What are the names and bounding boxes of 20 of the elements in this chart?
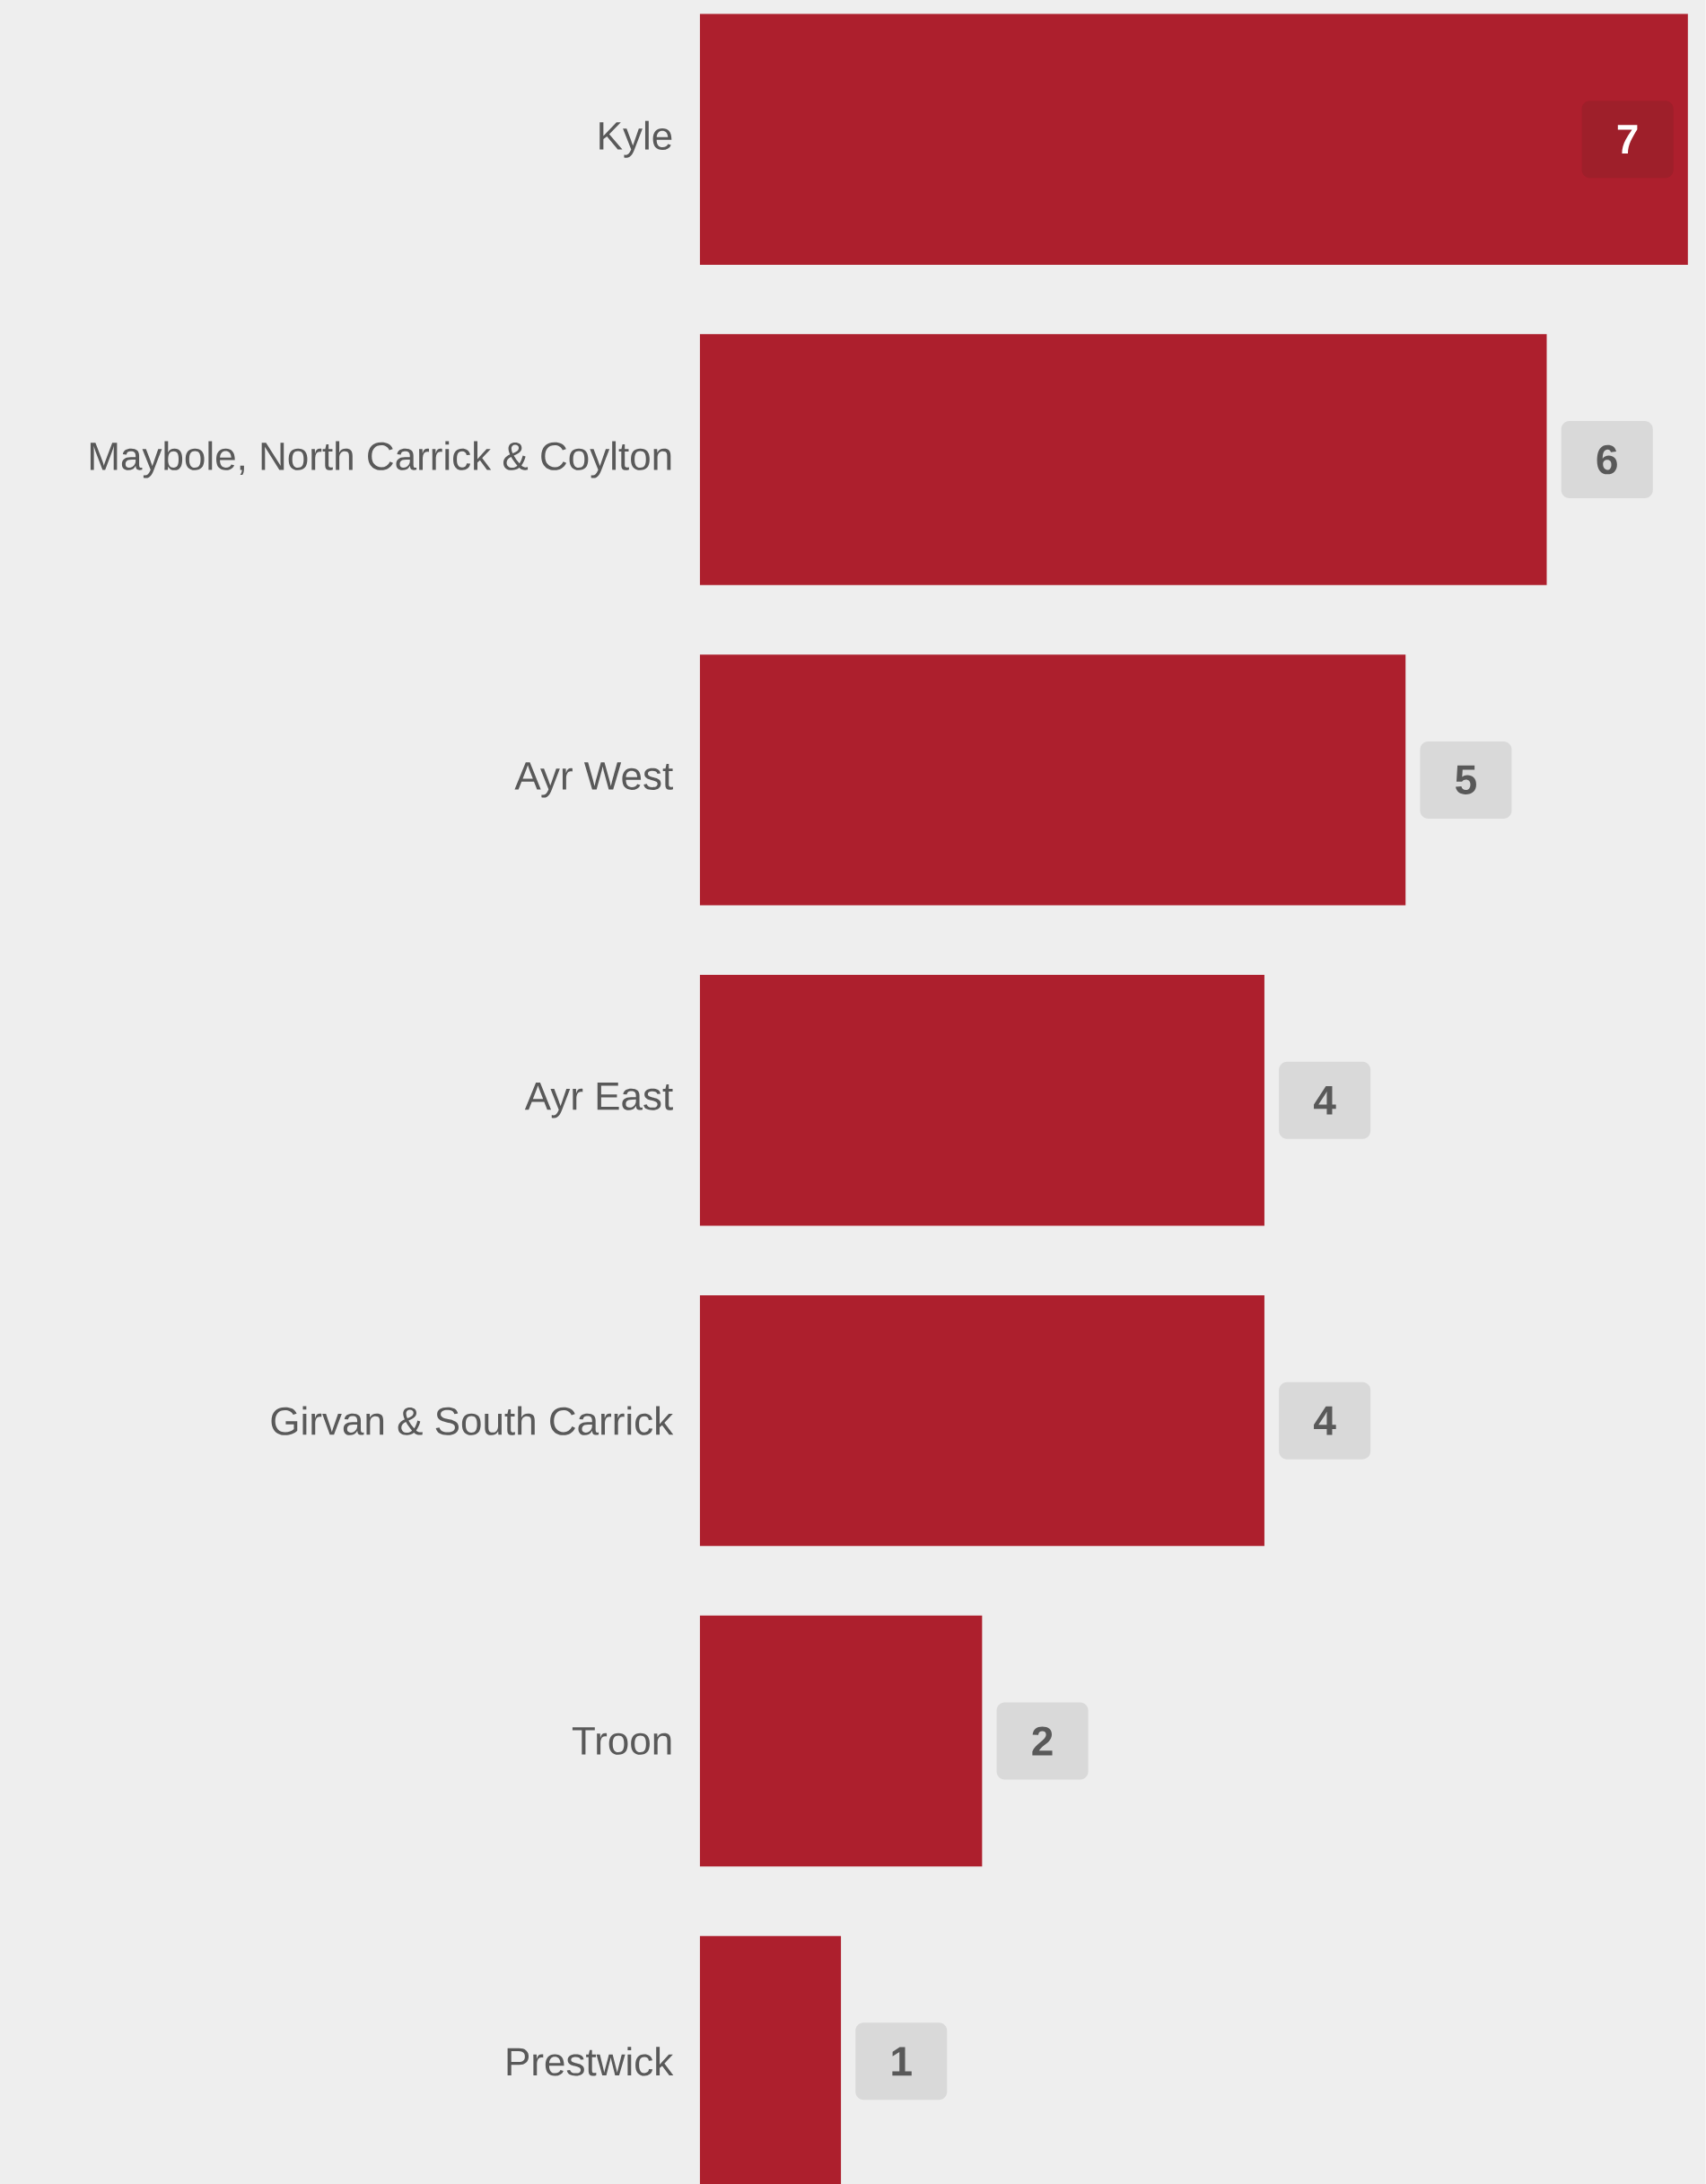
y-tick-label: Prestwick xyxy=(507,2047,674,2076)
y-tick-label: Ayr East xyxy=(524,1083,673,1118)
y-tick-label: Kyle xyxy=(599,120,672,158)
data-label: 4 xyxy=(1314,1085,1336,1115)
bar xyxy=(699,1294,1265,1547)
data-label: 4 xyxy=(1314,1406,1336,1435)
data-label: 2 xyxy=(1032,1726,1053,1756)
data-label: 6 xyxy=(1597,444,1617,475)
y-tick-label: Troon xyxy=(573,1727,671,1755)
data-label: 7 xyxy=(1617,125,1638,154)
bar xyxy=(699,654,1406,906)
y-tick-label: Maybole, North Carrick & Coylton xyxy=(91,441,671,478)
data-label: 1 xyxy=(892,2047,912,2076)
data-label: 5 xyxy=(1456,765,1477,794)
bar xyxy=(699,334,1547,585)
bar xyxy=(699,13,1688,265)
bar xyxy=(699,975,1265,1226)
y-tick-label: Ayr West xyxy=(514,762,674,798)
bar xyxy=(699,1615,983,1867)
y-tick-label: Girvan & South Carrick xyxy=(271,1406,674,1435)
